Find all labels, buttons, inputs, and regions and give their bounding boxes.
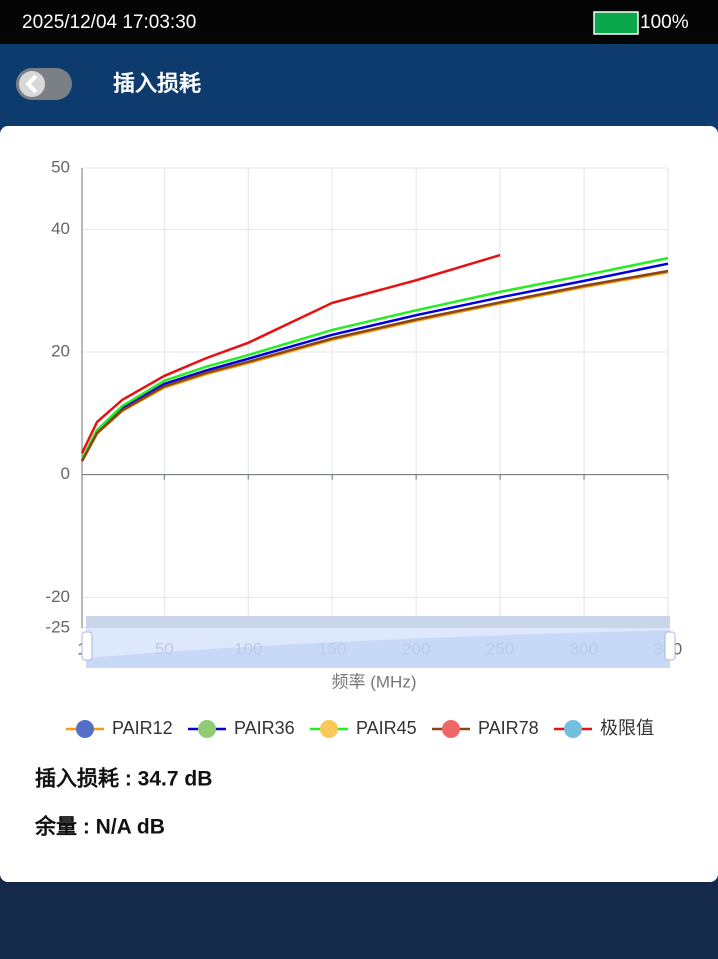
page-title: 插入损耗 <box>113 71 201 96</box>
legend-marker <box>320 720 338 738</box>
slider-bar[interactable] <box>86 616 670 628</box>
back-button[interactable] <box>16 68 72 100</box>
info-line: 余量 : N/A dB <box>34 815 165 839</box>
legend-label: PAIR78 <box>478 718 539 738</box>
battery-level: 100% <box>640 12 689 33</box>
x-axis-label: 频率 (MHz) <box>332 672 417 691</box>
legend-marker <box>198 720 216 738</box>
legend-item[interactable]: PAIR78 <box>432 718 539 738</box>
header <box>0 44 718 128</box>
slider-handle-right[interactable] <box>664 631 676 661</box>
slider-handle-left[interactable] <box>81 631 93 661</box>
legend-label: PAIR12 <box>112 718 173 738</box>
legend-item[interactable]: PAIR45 <box>310 718 417 738</box>
card <box>0 126 718 882</box>
series-line <box>80 253 501 454</box>
legend-item[interactable]: PAIR12 <box>66 718 173 738</box>
legend-item[interactable]: 极限值 <box>554 718 654 738</box>
legend-label: PAIR45 <box>356 718 417 738</box>
datetime: 2025/12/04 17:03:30 <box>22 12 196 33</box>
y-tick-label: -20 <box>45 587 70 606</box>
y-tick-label: 50 <box>51 157 70 176</box>
legend-label: 极限值 <box>600 718 654 738</box>
y-tick-label: 0 <box>61 464 70 483</box>
y-tick-label: -25 <box>45 617 70 636</box>
legend-marker <box>564 720 582 738</box>
battery-icon <box>593 11 639 35</box>
y-tick-label: 40 <box>51 219 70 238</box>
info-line: 插入损耗 : 34.7 dB <box>35 767 212 791</box>
legend-item[interactable]: PAIR36 <box>188 718 295 738</box>
legend-marker <box>76 720 94 738</box>
zoom-slider[interactable] <box>81 616 676 668</box>
series-line <box>80 256 669 460</box>
slider-shadow <box>86 630 670 668</box>
back-knob[interactable] <box>19 71 45 97</box>
legend: PAIR12 PAIR36 PAIR45 PAIR78 极限值 <box>66 718 654 738</box>
back-arrow[interactable] <box>25 74 38 94</box>
legend-label: PAIR36 <box>234 718 295 738</box>
legend-marker <box>442 720 460 738</box>
series-line <box>80 269 669 462</box>
y-tick-label: 20 <box>51 341 70 360</box>
